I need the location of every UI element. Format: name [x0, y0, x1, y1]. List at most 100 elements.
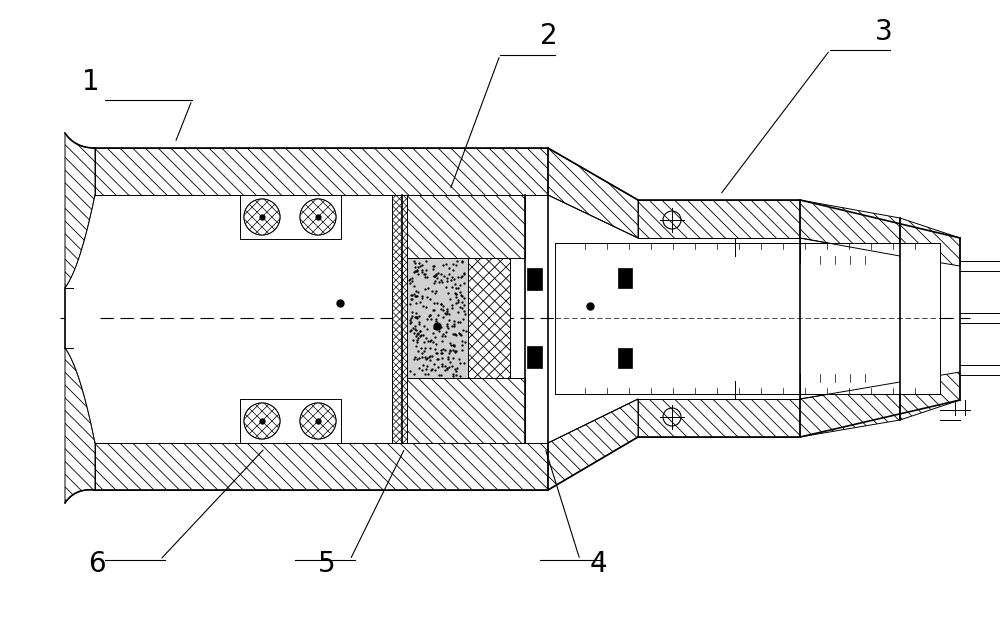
Point	[425, 261, 441, 271]
Point	[448, 289, 464, 299]
Point	[414, 291, 430, 301]
Polygon shape	[392, 195, 407, 443]
Point	[428, 316, 444, 326]
Point	[408, 331, 424, 341]
Point	[433, 299, 449, 309]
Point	[415, 301, 431, 311]
Point	[445, 369, 461, 379]
Point	[439, 321, 455, 331]
Point	[411, 317, 427, 327]
Point	[402, 326, 418, 336]
Point	[441, 309, 457, 319]
Point	[409, 266, 425, 276]
Point	[448, 366, 464, 376]
Point	[445, 329, 461, 339]
Point	[407, 311, 423, 322]
Point	[416, 337, 432, 347]
Point	[458, 326, 474, 336]
Polygon shape	[244, 199, 280, 235]
Point	[410, 262, 426, 272]
Bar	[555, 243, 940, 394]
Point	[444, 282, 460, 292]
Point	[422, 310, 438, 320]
Point	[402, 278, 418, 289]
Point	[441, 315, 457, 325]
Polygon shape	[800, 382, 900, 437]
Point	[404, 307, 420, 317]
Point	[408, 312, 424, 322]
Point	[453, 272, 469, 282]
Point	[409, 329, 425, 339]
Polygon shape	[244, 403, 280, 439]
Point	[406, 255, 422, 266]
Point	[455, 314, 471, 324]
Bar	[527, 268, 542, 290]
Point	[438, 259, 454, 269]
Point	[427, 271, 443, 282]
Point	[427, 343, 443, 354]
Point	[407, 258, 423, 268]
Point	[433, 299, 449, 310]
Point	[447, 345, 463, 355]
Point	[448, 297, 464, 308]
Point	[418, 266, 434, 276]
Point	[440, 324, 456, 334]
Point	[444, 321, 460, 331]
Point	[402, 274, 418, 284]
Point	[426, 359, 442, 369]
Point	[410, 269, 426, 279]
Point	[445, 265, 461, 275]
Point	[425, 305, 441, 315]
Point	[456, 300, 472, 310]
Polygon shape	[65, 195, 95, 443]
Point	[411, 318, 427, 329]
Point	[403, 317, 419, 327]
Point	[419, 315, 435, 325]
Polygon shape	[402, 378, 525, 443]
Point	[445, 354, 461, 364]
Point	[445, 345, 461, 355]
Point	[452, 357, 468, 368]
Point	[428, 286, 444, 296]
Point	[452, 303, 468, 313]
Point	[446, 274, 462, 284]
Point	[442, 294, 458, 304]
Point	[457, 308, 473, 318]
Point	[431, 323, 447, 333]
Point	[452, 371, 468, 381]
Point	[448, 289, 464, 299]
Point	[409, 337, 425, 347]
Point	[442, 346, 458, 356]
Point	[414, 265, 430, 275]
Point	[409, 312, 425, 322]
Point	[409, 354, 425, 364]
Point	[414, 267, 430, 277]
Point	[449, 362, 465, 373]
Point	[416, 269, 432, 279]
Point	[443, 340, 459, 350]
Point	[402, 299, 418, 309]
Point	[439, 308, 455, 318]
Point	[450, 283, 466, 293]
Point	[402, 317, 418, 327]
Text: 6: 6	[88, 550, 106, 578]
Point	[425, 264, 441, 275]
Bar	[240, 399, 341, 443]
Point	[418, 364, 434, 374]
Point	[447, 329, 463, 339]
Point	[411, 362, 427, 373]
Point	[442, 345, 458, 355]
Point	[456, 293, 472, 303]
Point	[427, 288, 443, 298]
Point	[426, 261, 442, 271]
Point	[412, 326, 428, 336]
Point	[420, 369, 436, 379]
Point	[409, 313, 425, 324]
Point	[441, 348, 457, 358]
Point	[428, 348, 444, 359]
Point	[428, 269, 444, 279]
Point	[434, 277, 450, 287]
Point	[446, 319, 462, 329]
Point	[422, 294, 438, 304]
Point	[431, 370, 447, 380]
